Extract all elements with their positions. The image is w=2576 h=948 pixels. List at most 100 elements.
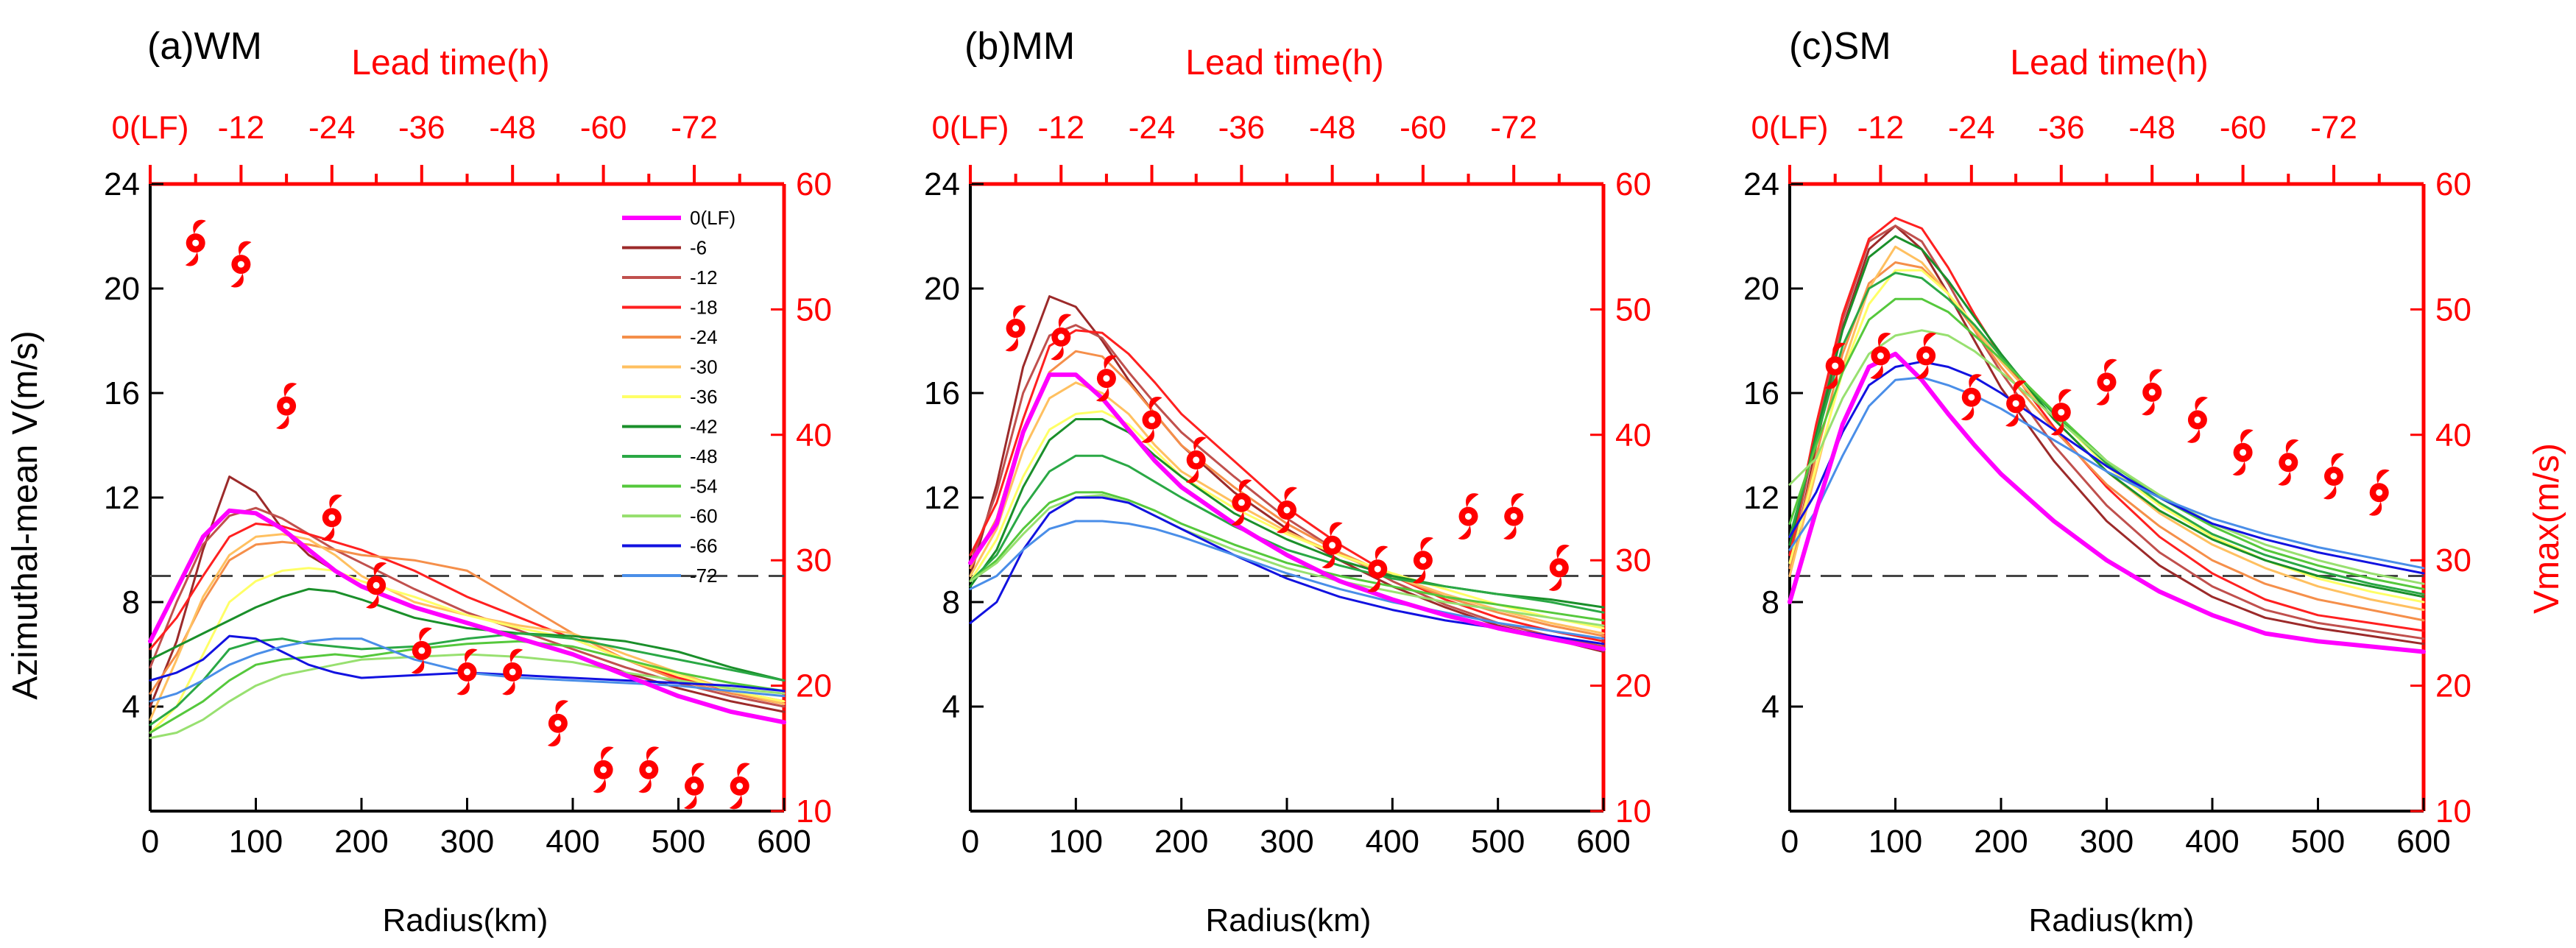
panel-b-top-axis-label: Lead time(h) (1185, 43, 1383, 82)
storm-marker-arm-top (1969, 374, 1982, 389)
storm-marker-eye (600, 766, 607, 774)
y-tick-label-right: 50 (796, 291, 832, 328)
storm-marker-arm-top (283, 383, 297, 397)
legend-label: -72 (690, 565, 718, 587)
storm-marker-arm-top (1013, 305, 1026, 319)
storm-marker-icon (1548, 544, 1570, 591)
storm-marker-eye (1922, 352, 1930, 359)
storm-marker-arm-bottom (502, 680, 515, 696)
series-line--48 (1788, 272, 2425, 595)
storm-marker-arm-bottom (1916, 364, 1929, 379)
top-tick-label: -48 (489, 110, 536, 146)
storm-marker-arm-bottom (638, 778, 652, 793)
legend-label: -6 (690, 237, 707, 259)
storm-marker-eye (1238, 499, 1245, 506)
series-line--36 (1788, 269, 2425, 604)
storm-marker-arm-top (1832, 342, 1846, 358)
storm-marker-icon (638, 746, 660, 793)
y-tick-label-left: 12 (1743, 480, 1779, 516)
storm-marker-arm-top (1149, 396, 1162, 411)
storm-marker-arm-bottom (276, 414, 289, 430)
panel-a-top-axis-label: Lead time(h) (351, 43, 549, 82)
top-tick-label: -72 (2310, 110, 2357, 146)
y-tick-label-left: 20 (924, 271, 960, 307)
series-line-0(LF) (1788, 351, 2426, 654)
panel-c: (c)SM Lead time(h) Radius(km) Vmax(m/s) (1789, 25, 2566, 938)
x-tick-label: 600 (2396, 824, 2450, 860)
series-line--66 (969, 496, 1605, 645)
storm-marker-arm-top (2331, 453, 2344, 467)
storm-marker-arm-bottom (1412, 569, 1426, 584)
series-line--6 (1788, 224, 2425, 645)
y-tick-label-left: 8 (1762, 584, 1779, 620)
storm-marker-icon (1277, 487, 1297, 534)
storm-marker-eye (373, 581, 380, 589)
top-tick-label: -48 (2128, 110, 2176, 146)
series-line-0(LF) (148, 508, 786, 725)
storm-marker-icon (2323, 453, 2344, 500)
storm-marker-arm-top (555, 700, 568, 715)
storm-marker-icon (547, 700, 568, 747)
y-tick-label-left: 24 (924, 166, 960, 202)
x-tick-label: 100 (229, 824, 283, 860)
x-tick-label: 200 (334, 824, 388, 860)
series-line--54 (149, 640, 786, 734)
y-tick-label-left: 20 (1743, 271, 1779, 307)
x-tick-label: 600 (1576, 824, 1630, 860)
legend-label: -24 (690, 326, 718, 348)
panel-b-title: (b)MM (964, 25, 1075, 68)
storm-marker-arm-bottom (1095, 387, 1109, 402)
storm-marker-icon (411, 627, 432, 674)
storm-marker-arm-top (2104, 358, 2117, 374)
x-tick-label: 300 (2080, 824, 2134, 860)
series-line--24 (1788, 261, 2425, 622)
series-line-0(LF) (968, 372, 1606, 651)
top-tick-label: -24 (1129, 110, 1176, 146)
storm-marker-arm-top (329, 494, 342, 509)
storm-marker-arm-bottom (1503, 525, 1517, 540)
series-line--54 (1788, 297, 2425, 590)
storm-marker-eye (283, 403, 290, 410)
top-tick-label: -36 (1218, 110, 1266, 146)
panel-c-ylabel-right: Vmax(m/s) (2527, 443, 2566, 614)
series-line--30 (1788, 245, 2425, 612)
storm-marker-arm-bottom (1367, 578, 1380, 592)
x-tick-label: 100 (1049, 824, 1103, 860)
storm-marker-arm-bottom (1231, 511, 1244, 526)
series-line--12 (149, 506, 786, 708)
panel-a-xlabel: Radius(km) (383, 902, 548, 938)
storm-marker-arm-bottom (1141, 428, 1154, 443)
panel-a-title: (a)WM (147, 25, 262, 68)
y-tick-label-left: 24 (104, 166, 140, 202)
storm-marker-arm-top (1104, 355, 1117, 370)
storm-marker-arm-bottom (2323, 485, 2337, 500)
storm-marker-eye (1465, 513, 1472, 520)
storm-marker-icon (2232, 429, 2254, 476)
top-tick-label: -60 (580, 110, 627, 146)
storm-marker-arm-top (1923, 332, 1937, 347)
storm-marker-eye (1556, 564, 1563, 571)
storm-marker-eye (328, 514, 336, 521)
storm-marker-arm-top (509, 648, 523, 663)
storm-marker-icon (456, 648, 478, 696)
storm-marker-arm-bottom (593, 778, 607, 793)
top-tick-label: -60 (2220, 110, 2267, 146)
storm-marker-arm-bottom (2278, 471, 2291, 486)
storm-marker-arm-top (1330, 522, 1343, 537)
storm-marker-eye (2012, 400, 2019, 407)
storm-marker-arm-bottom (1870, 364, 1883, 379)
panel-2-plot: 0 100 200 300 400 500 600 4 8 12 16 20 24 10 20 30 40 50 6… (1743, 110, 2471, 860)
y-tick-label-right: 20 (796, 668, 832, 704)
storm-marker-icon (593, 746, 614, 793)
storm-marker-arm-bottom (1005, 337, 1019, 352)
panel-b: (b)MM Lead time(h) Radius(km) (964, 25, 1384, 938)
storm-marker-arm-top (2195, 396, 2208, 411)
storm-marker-arm-top (2058, 389, 2072, 404)
y-tick-label-left: 4 (942, 689, 960, 725)
storm-marker-arm-bottom (2232, 461, 2246, 476)
storm-marker-arm-bottom (1185, 468, 1199, 484)
storm-marker-icon (1141, 396, 1162, 443)
panel-a-ylabel-left: Azimuthal-mean V(m/s) (6, 330, 45, 699)
y-tick-label-left: 12 (924, 480, 960, 516)
